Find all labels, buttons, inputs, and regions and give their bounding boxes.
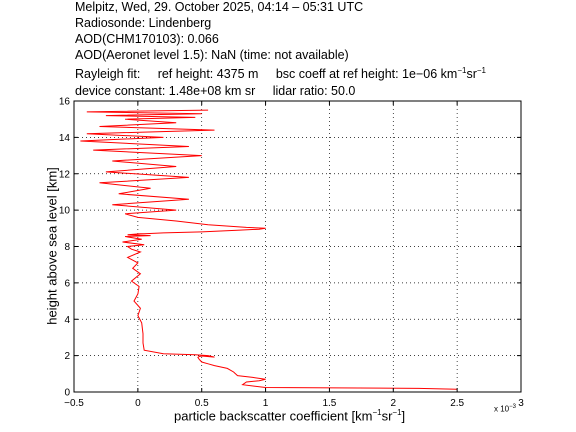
x-axis-multiplier: x 10−3 (494, 404, 516, 414)
device-constant-value: device constant: 1.48e+08 km sr (75, 84, 256, 98)
title-line-aod-aeronet: AOD(Aeronet level 1.5): NaN (time: not a… (75, 48, 349, 62)
y-tick-label: 10 (59, 206, 71, 217)
y-axis-ticks: 0 2 4 6 8 10 12 14 16 (59, 97, 521, 399)
backscatter-profile-line (80, 109, 458, 390)
x-tick-label: 1 (263, 398, 269, 409)
x-tick-label: 1.5 (322, 398, 336, 409)
x-tick-label: 3 (518, 398, 524, 409)
y-axis-label: height above sea level [km] (44, 167, 60, 325)
ref-height-value: ref height: 4375 m (157, 67, 259, 82)
title-line-location-date: Melpitz, Wed, 29. October 2025, 04:14 – … (75, 0, 364, 14)
y-tick-label: 14 (59, 133, 71, 144)
y-tick-label: 12 (59, 169, 71, 180)
title-line-aod-chm: AOD(CHM170103): 0.066 (75, 32, 219, 46)
device-constant-line: device constant: 1.48e+08 km sr lidar ra… (75, 84, 355, 98)
rayleigh-fit-label: Rayleigh fit: (75, 67, 141, 82)
x-tick-label: −0.5 (64, 398, 84, 409)
y-tick-label: 2 (64, 351, 70, 362)
x-tick-label: 0.5 (195, 398, 209, 409)
lidar-ratio-value: lidar ratio: 50.0 (272, 84, 356, 98)
y-tick-label: 16 (59, 97, 71, 108)
y-tick-label: 8 (64, 242, 70, 253)
y-tick-label: 6 (64, 278, 70, 289)
y-tick-label: 4 (64, 315, 70, 326)
x-tick-label: 2 (391, 398, 397, 409)
grid-lines (74, 101, 521, 392)
x-axis-ticks: −0.5 0 0.5 1 1.5 2 2.5 3 (64, 101, 524, 409)
y-tick-label: 0 (64, 388, 70, 399)
x-axis-label: particle backscatter coefficient [km−1sr… (174, 408, 406, 424)
x-tick-label: 2.5 (450, 398, 464, 409)
plot-area (74, 101, 521, 392)
rayleigh-fit-line: Rayleigh fit: ref height: 4375 m bsc coe… (75, 66, 486, 81)
x-tick-label: 0 (135, 398, 141, 409)
bsc-coeff-value: bsc coeff at ref height: 1e−06 km−1sr−1 (275, 66, 486, 82)
title-line-radiosonde: Radiosonde: Lindenberg (75, 16, 212, 30)
